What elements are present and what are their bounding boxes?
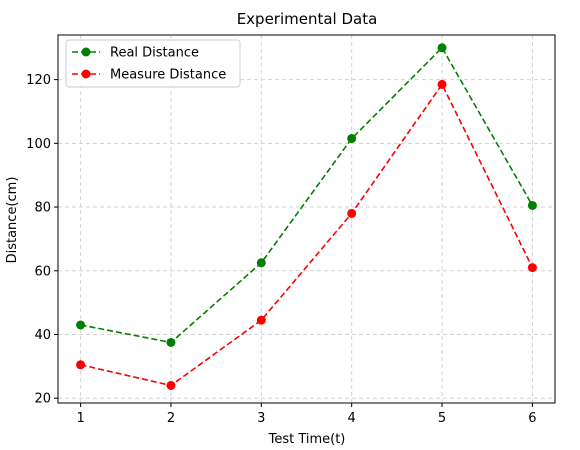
- y-tick-label: 40: [34, 328, 51, 343]
- x-axis-label: Test Time(t): [268, 432, 346, 447]
- grid-lines: [58, 35, 555, 403]
- legend-item: Real Distance: [72, 46, 199, 61]
- legend-label: Real Distance: [110, 46, 199, 61]
- series-0: [76, 43, 537, 347]
- series-line: [80, 82, 534, 387]
- x-tick-label: 1: [76, 411, 84, 426]
- y-tick-label: 100: [26, 137, 51, 152]
- x-tick-label: 3: [257, 411, 265, 426]
- legend-marker: [81, 69, 91, 79]
- plot-frame: [57, 34, 556, 404]
- data-point: [527, 200, 537, 210]
- y-axis-ticks: 20 40 60 80 100 120: [26, 73, 58, 407]
- x-tick-label: 5: [438, 411, 446, 426]
- data-point: [76, 320, 86, 330]
- data-point: [347, 134, 357, 144]
- x-tick-label: 6: [528, 411, 536, 426]
- data-point: [166, 337, 176, 347]
- series-line: [80, 46, 534, 344]
- data-point: [256, 258, 266, 268]
- data-point: [166, 380, 176, 390]
- y-tick-label: 60: [34, 264, 51, 279]
- legend-label: Measure Distance: [110, 68, 226, 83]
- y-axis-label: Distance(cm): [5, 177, 20, 264]
- y-tick-label: 80: [34, 201, 51, 216]
- data-point: [527, 263, 537, 273]
- data-point: [347, 208, 357, 218]
- series-layer: [76, 43, 537, 390]
- chart-title: Experimental Data: [237, 10, 378, 28]
- data-point: [437, 43, 447, 53]
- x-axis-ticks: 1 2 3 4 5 6: [76, 403, 537, 426]
- series-1: [76, 79, 537, 390]
- data-point: [76, 360, 86, 370]
- data-point: [256, 315, 266, 325]
- data-point: [437, 79, 447, 89]
- legend-item: Measure Distance: [72, 68, 226, 83]
- y-tick-label: 120: [26, 73, 51, 88]
- legend-marker: [81, 47, 91, 57]
- legend: Real Distance Measure Distance: [65, 39, 241, 88]
- x-tick-label: 4: [348, 411, 356, 426]
- y-tick-label: 20: [34, 392, 51, 407]
- x-tick-label: 2: [167, 411, 175, 426]
- legend-box: [65, 39, 241, 88]
